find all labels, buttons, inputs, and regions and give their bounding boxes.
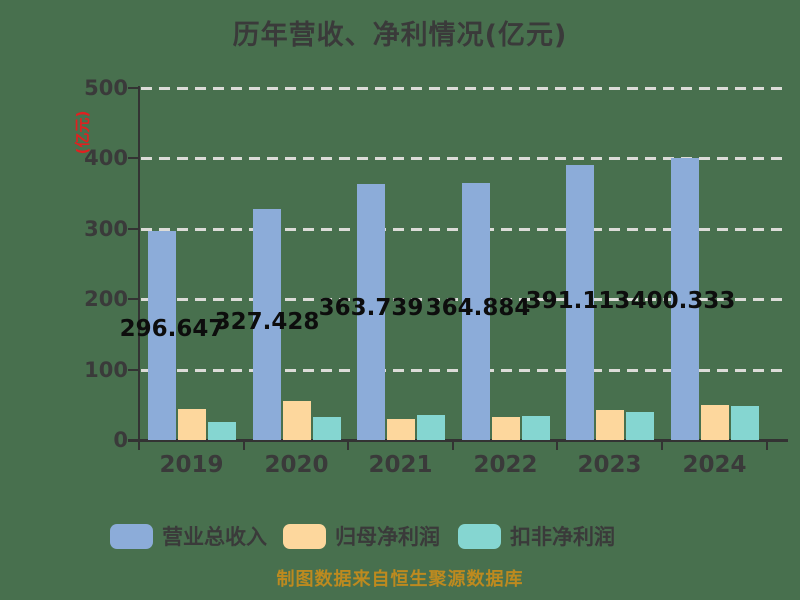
y-axis-tick [128, 298, 139, 301]
legend-item-deducted-profit: 扣非净利润 [458, 521, 615, 551]
y-tick-label: 400 [84, 146, 128, 171]
legend-swatch-net-profit [283, 523, 326, 549]
bar-扣非净利润-2021 [417, 414, 445, 440]
bar-归母净利润-2022 [492, 416, 520, 440]
bar-扣非净利润-2020 [313, 417, 341, 440]
bar-归母净利润-2021 [387, 418, 415, 440]
y-tick-label: 100 [84, 357, 128, 382]
y-axis-tick [128, 157, 139, 160]
y-tick-label: 500 [84, 76, 128, 100]
y-axis-tick [128, 368, 139, 371]
legend-item-net-profit: 归母净利润 [283, 521, 440, 551]
y-axis-tick [128, 87, 139, 89]
x-tick-label: 2022 [473, 452, 538, 478]
bar-归母净利润-2024 [701, 404, 729, 440]
grid-line [141, 87, 787, 90]
x-axis-tick [243, 441, 245, 450]
bar-营业总收入-2023 [566, 164, 594, 440]
y-tick-label: 0 [113, 428, 128, 452]
legend-label-net-profit: 归母净利润 [335, 525, 440, 549]
value-label: 364.884 [425, 295, 531, 321]
bar-营业总收入-2022 [462, 183, 490, 440]
bar-扣非净利润-2023 [626, 411, 654, 440]
x-tick-label: 2020 [264, 452, 329, 478]
bar-营业总收入-2019 [148, 231, 176, 440]
legend-swatch-deducted-profit [458, 523, 501, 549]
value-label: 391.113 [525, 288, 631, 314]
x-axis-tick [452, 441, 454, 450]
x-tick-label: 2021 [368, 452, 433, 478]
bar-归母净利润-2020 [283, 400, 311, 440]
x-axis-line [128, 439, 788, 442]
chart-title: 历年营收、净利情况(亿元) [232, 20, 568, 51]
bar-扣非净利润-2024 [731, 406, 759, 440]
x-axis-tick [347, 441, 349, 450]
data-source-note: 制图数据来自恒生聚源数据库 [276, 569, 524, 590]
x-tick-label: 2019 [159, 452, 224, 478]
y-tick-label: 300 [84, 216, 128, 241]
x-tick-label: 2023 [577, 452, 642, 478]
bar-扣非净利润-2022 [522, 416, 550, 440]
x-tick-label: 2024 [682, 452, 747, 478]
x-axis-tick [766, 441, 768, 450]
value-label: 296.647 [119, 316, 225, 342]
bar-营业总收入-2020 [253, 209, 281, 440]
y-tick-label: 200 [84, 287, 128, 312]
legend-label-revenue: 营业总收入 [162, 525, 267, 549]
bar-扣非净利润-2019 [208, 421, 236, 440]
value-label: 327.428 [214, 309, 320, 335]
value-label: 400.333 [630, 288, 736, 314]
legend-swatch-revenue [110, 523, 153, 549]
legend-item-revenue: 营业总收入 [110, 521, 267, 551]
bar-归母净利润-2019 [178, 409, 206, 440]
x-axis-tick [556, 441, 558, 450]
bar-归母净利润-2023 [596, 410, 624, 440]
x-axis-tick [661, 441, 663, 450]
bar-营业总收入-2021 [357, 183, 385, 440]
grid-line [141, 157, 787, 161]
legend-label-deducted-profit: 扣非净利润 [510, 525, 615, 549]
y-axis-line [138, 86, 140, 441]
bar-营业总收入-2024 [671, 158, 699, 440]
y-axis-tick [128, 227, 139, 230]
value-label: 363.739 [318, 295, 424, 321]
x-axis-tick [138, 441, 140, 450]
